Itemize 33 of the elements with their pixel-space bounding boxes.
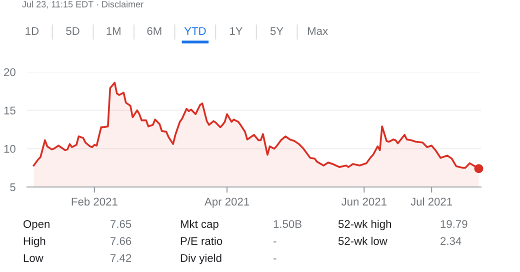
text: Div yield <box>180 254 222 264</box>
y-tick-label: 20 <box>4 68 16 76</box>
x-tick-label: Apr 2021 <box>204 198 250 208</box>
text: YTD <box>184 27 206 35</box>
chart-subtitle: Jul 23, 11:15 EDT · Disclaimer <box>22 0 144 8</box>
text: 1.50B <box>274 220 302 228</box>
text: Mkt cap <box>180 220 218 230</box>
text: 19.79 <box>440 220 468 228</box>
text: Low <box>24 254 44 262</box>
text: - <box>273 241 276 242</box>
text: 1D <box>26 27 39 35</box>
text: 5D <box>66 27 80 35</box>
text: 7.42 <box>110 254 132 262</box>
text: - <box>273 258 276 260</box>
text: 6M <box>147 27 162 35</box>
y-tick-label: 5 <box>10 183 16 192</box>
text: High <box>24 236 46 248</box>
text: 52-wk high <box>338 220 392 230</box>
x-tick-label: Feb 2021 <box>72 197 118 206</box>
y-tick-label: 15 <box>4 106 16 114</box>
y-tick-label: 10 <box>4 144 16 153</box>
text: 52-wk low <box>338 236 388 245</box>
text: 7.65 <box>110 220 132 228</box>
text: 1M <box>106 27 120 35</box>
text: Max <box>308 27 328 35</box>
text: 5Y <box>270 27 284 35</box>
text: 7.66 <box>110 237 132 245</box>
text: 2.34 <box>440 237 462 245</box>
x-tick-label: Jul 2021 <box>410 197 452 206</box>
x-tick-label: Jun 2021 <box>341 198 386 206</box>
text: Open <box>24 220 50 230</box>
text: P/E ratio <box>180 236 222 245</box>
text: 1Y <box>230 27 243 35</box>
